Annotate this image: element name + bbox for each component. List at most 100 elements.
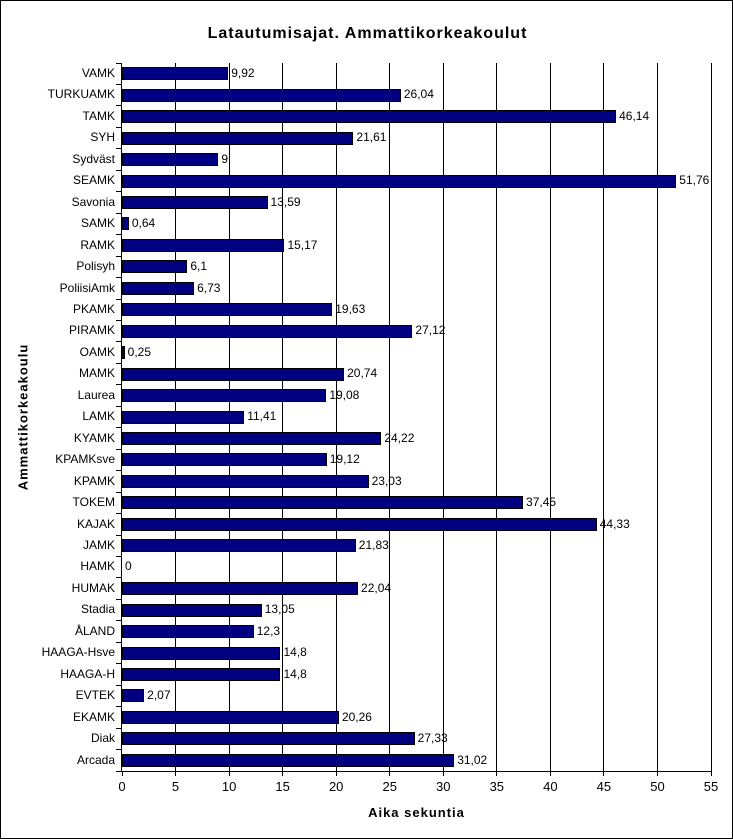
x-tick <box>121 771 123 776</box>
value-label: 19,63 <box>335 302 366 316</box>
y-tick <box>116 62 122 64</box>
category-label: OAMK <box>79 344 115 359</box>
y-tick <box>116 663 122 665</box>
x-tick-label: 10 <box>221 779 237 794</box>
y-tick <box>116 448 122 450</box>
bar <box>122 367 345 381</box>
y-tick <box>116 427 122 429</box>
category-label: Arcada <box>76 752 115 767</box>
x-tick-label: 35 <box>489 779 505 794</box>
value-label: 51,76 <box>679 173 710 188</box>
category-label: PoliisiAmk <box>59 280 115 295</box>
bar <box>122 260 188 274</box>
y-tick <box>116 362 122 364</box>
y-tick <box>116 470 122 472</box>
y-tick <box>116 770 122 772</box>
value-label: 14,8 <box>283 645 307 660</box>
y-tick <box>116 577 122 579</box>
x-tick <box>549 771 551 776</box>
category-label: Stadia <box>80 602 115 617</box>
y-tick <box>116 706 122 708</box>
y-tick <box>116 749 122 751</box>
category-label: PKAMK <box>72 302 115 316</box>
value-label: 6,1 <box>190 259 207 274</box>
y-tick <box>116 513 122 515</box>
bar <box>122 153 219 167</box>
value-label: 0 <box>125 559 132 574</box>
value-label: 37,45 <box>526 495 557 510</box>
bar <box>122 453 327 467</box>
y-tick <box>116 169 122 171</box>
value-label: 6,73 <box>197 280 221 295</box>
bar <box>122 346 125 360</box>
category-label: Sydväst <box>72 151 115 166</box>
value-label: 20,26 <box>341 709 372 724</box>
bar <box>122 217 129 231</box>
y-tick <box>116 641 122 643</box>
x-tick-label: 15 <box>275 779 290 794</box>
x-axis-line <box>121 771 711 772</box>
bar <box>122 753 455 767</box>
bar <box>122 88 401 102</box>
category-label: MAMK <box>79 366 115 381</box>
y-tick <box>116 191 122 193</box>
y-tick <box>116 598 122 600</box>
category-label: ÅLAND <box>74 623 115 638</box>
value-label: 21,61 <box>356 130 387 145</box>
gridline <box>496 63 498 771</box>
y-tick <box>116 277 122 279</box>
value-label: 27,33 <box>417 731 448 746</box>
y-tick <box>116 255 122 257</box>
x-tick-label: 5 <box>171 779 180 794</box>
bar <box>122 324 413 338</box>
y-tick <box>116 620 122 622</box>
bar <box>122 603 262 617</box>
category-label: Diak <box>90 731 115 746</box>
category-label: Laurea <box>77 387 115 402</box>
y-tick <box>116 405 122 407</box>
category-label: LAMK <box>82 409 115 424</box>
category-label: KPAMK <box>73 473 115 488</box>
category-label: TOKEM <box>72 495 115 510</box>
y-tick <box>116 234 122 236</box>
value-label: 22,04 <box>361 580 392 595</box>
bar <box>122 582 359 596</box>
bar <box>122 646 281 660</box>
value-label: 15,17 <box>287 237 318 252</box>
gridline <box>389 63 391 771</box>
category-label: RAMK <box>80 237 115 252</box>
category-label: EKAMK <box>72 709 115 724</box>
bar <box>122 667 281 681</box>
category-label: HAAGA-H <box>60 666 115 681</box>
value-label: 14,8 <box>283 666 307 681</box>
value-label: 19,08 <box>329 387 360 402</box>
bar <box>122 174 677 188</box>
bar <box>122 195 268 209</box>
value-label: 26,04 <box>403 87 434 102</box>
value-label: 11,41 <box>247 409 277 424</box>
bar <box>122 474 369 488</box>
category-label: KAJAK <box>76 516 115 531</box>
y-tick <box>116 727 122 729</box>
value-label: 9 <box>221 151 229 166</box>
x-tick <box>603 771 605 776</box>
x-tick <box>442 771 444 776</box>
y-tick <box>116 212 122 214</box>
category-label: SAMK <box>80 216 115 231</box>
bar <box>122 539 356 553</box>
category-label: KPAMKsve <box>55 452 115 467</box>
x-tick-label: 0 <box>118 779 126 794</box>
x-tick <box>496 771 498 776</box>
y-tick <box>116 105 122 107</box>
category-label: JAMK <box>82 538 115 552</box>
bar <box>122 110 617 124</box>
bar <box>122 410 245 424</box>
value-label: 0,25 <box>127 344 152 359</box>
y-tick <box>116 384 122 386</box>
value-label: 12,3 <box>256 623 281 638</box>
y-tick <box>116 319 122 321</box>
y-tick <box>116 298 122 300</box>
gridline <box>656 63 658 771</box>
x-tick-label: 40 <box>543 779 558 794</box>
